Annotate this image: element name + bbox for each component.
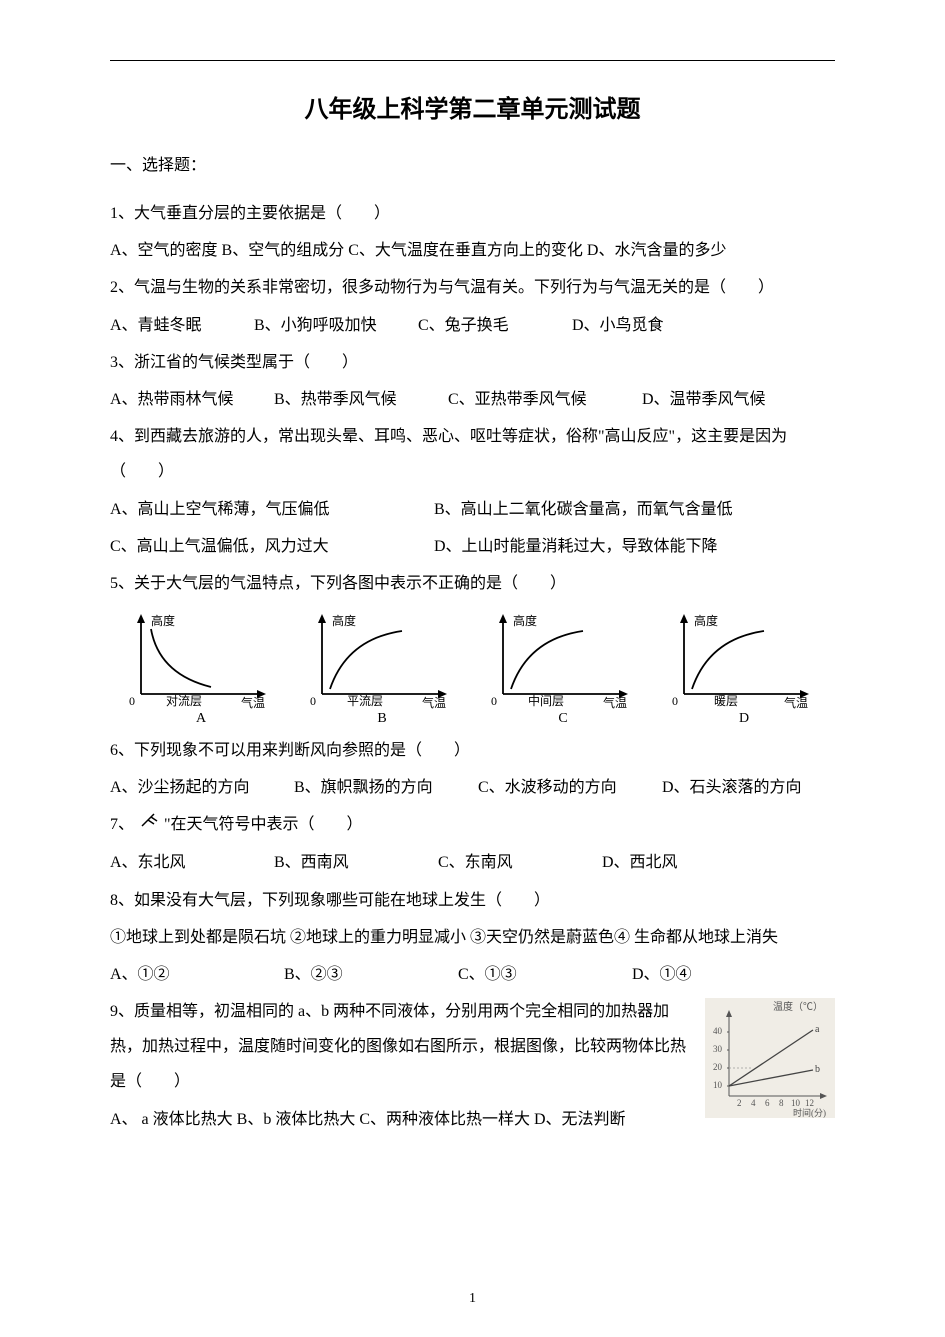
q9-chart: 温度（℃） 10 20 30 40 2 4 6 8 10 12 时间(分) a … xyxy=(705,998,835,1123)
q2-d: D、小鸟觅食 xyxy=(572,308,664,343)
q9-ylabel: 温度（℃） xyxy=(773,1000,823,1013)
q4-a: A、高山上空气稀薄，气压偏低 xyxy=(110,492,430,527)
chart-c-label: C xyxy=(478,711,648,727)
q4-options-row1: A、高山上空气稀薄，气压偏低 B、高山上二氧化碳含量高，而氧气含量低 xyxy=(110,492,835,527)
chart-a-svg: 高度 气温 0 对流层 xyxy=(121,609,281,709)
chart-origin: 0 xyxy=(672,694,678,708)
q5-chart-c: 高度 气温 0 中间层 C xyxy=(478,609,648,727)
page-number: 1 xyxy=(469,1291,476,1307)
q6-b: B、旗帜飘扬的方向 xyxy=(294,770,474,805)
q3-c: C、亚热带季风气候 xyxy=(448,382,638,417)
q2-c: C、兔子换毛 xyxy=(418,308,568,343)
q9-xtick: 10 xyxy=(791,1098,801,1108)
page-title: 八年级上科学第二章单元测试题 xyxy=(110,89,835,124)
q7-text: 7、 "在天气符号中表示（ ） xyxy=(110,807,835,843)
chart-xlabel: 气温 xyxy=(422,695,446,709)
q8-a: A、①② xyxy=(110,957,280,992)
q6-text: 6、下列现象不可以用来判断风向参照的是（ ） xyxy=(110,733,835,768)
chart-d-layer: 暖层 xyxy=(714,694,738,708)
q8-text: 8、如果没有大气层，下列现象哪些可能在地球上发生（ ） xyxy=(110,883,835,918)
q1-text: 1、大气垂直分层的主要依据是（ ） xyxy=(110,196,835,231)
q8-b: B、②③ xyxy=(284,957,454,992)
q3-d: D、温带季风气候 xyxy=(642,382,766,417)
q4-b: B、高山上二氧化碳含量高，而氧气含量低 xyxy=(434,492,733,527)
q4-c: C、高山上气温偏低，风力过大 xyxy=(110,529,430,564)
q9-xtick: 6 xyxy=(765,1098,770,1108)
chart-ylabel: 高度 xyxy=(513,613,537,628)
chart-origin: 0 xyxy=(491,694,497,708)
chart-xlabel: 气温 xyxy=(241,695,265,709)
q9-xtick: 8 xyxy=(779,1098,784,1108)
chart-a-layer: 对流层 xyxy=(166,694,202,708)
q9-ytick: 20 xyxy=(713,1062,723,1072)
q3-text: 3、浙江省的气候类型属于（ ） xyxy=(110,345,835,380)
chart-b-svg: 高度 气温 0 平流层 xyxy=(302,609,462,709)
q4-options-row2: C、高山上气温偏低，风力过大 D、上山时能量消耗过大，导致体能下降 xyxy=(110,529,835,564)
chart-ylabel: 高度 xyxy=(694,613,718,628)
q7-c: C、东南风 xyxy=(438,845,598,880)
q6-c: C、水波移动的方向 xyxy=(478,770,658,805)
q7-a: A、东北风 xyxy=(110,845,270,880)
q7-b: B、西南风 xyxy=(274,845,434,880)
q8-line2: ①地球上到处都是陨石坑 ②地球上的重力明显减小 ③天空仍然是蔚蓝色④ 生命都从地… xyxy=(110,920,835,955)
chart-d-svg: 高度 气温 0 暖层 xyxy=(664,609,824,709)
q9-series-a: a xyxy=(815,1024,820,1035)
q1-options: A、空气的密度 B、空气的组成分 C、大气温度在垂直方向上的变化 D、水汽含量的… xyxy=(110,233,835,268)
top-rule xyxy=(110,60,835,61)
q8-c: C、①③ xyxy=(458,957,628,992)
q7-post: "在天气符号中表示（ ） xyxy=(164,816,363,833)
q8-d: D、①④ xyxy=(632,957,692,992)
chart-c-svg: 高度 气温 0 中间层 xyxy=(483,609,643,709)
chart-b-layer: 平流层 xyxy=(347,694,383,708)
q9-xtick: 4 xyxy=(751,1098,756,1108)
section-header: 一、选择题： xyxy=(110,150,835,182)
chart-xlabel: 气温 xyxy=(603,695,627,709)
q7-d: D、西北风 xyxy=(602,845,678,880)
chart-origin: 0 xyxy=(129,694,135,708)
q3-a: A、热带雨林气候 xyxy=(110,382,270,417)
q9-xtick: 2 xyxy=(737,1098,742,1108)
q5-text: 5、关于大气层的气温特点，下列各图中表示不正确的是（ ） xyxy=(110,566,835,601)
chart-origin: 0 xyxy=(310,694,316,708)
q5-chart-d: 高度 气温 0 暖层 D xyxy=(659,609,829,727)
q9-ytick: 10 xyxy=(713,1080,723,1090)
q7-options: A、东北风 B、西南风 C、东南风 D、西北风 xyxy=(110,845,835,880)
q2-a: A、青蛙冬眠 xyxy=(110,308,250,343)
q9-xlabel: 时间(分) xyxy=(793,1107,826,1118)
q2-b: B、小狗呼吸加快 xyxy=(254,308,414,343)
wind-symbol-icon xyxy=(138,808,160,843)
q9-ytick: 30 xyxy=(713,1044,723,1054)
q8-options: A、①② B、②③ C、①③ D、①④ xyxy=(110,957,835,992)
q2-text: 2、气温与生物的关系非常密切，很多动物行为与气温有关。下列行为与气温无关的是（ … xyxy=(110,270,835,305)
q2-options: A、青蛙冬眠 B、小狗呼吸加快 C、兔子换毛 D、小鸟觅食 xyxy=(110,308,835,343)
chart-xlabel: 气温 xyxy=(784,695,808,709)
q6-a: A、沙尘扬起的方向 xyxy=(110,770,290,805)
chart-ylabel: 高度 xyxy=(332,613,356,628)
chart-d-label: D xyxy=(659,711,829,727)
chart-a-label: A xyxy=(116,711,286,727)
q9-ytick: 40 xyxy=(713,1026,723,1036)
chart-b-label: B xyxy=(297,711,467,727)
chart-c-layer: 中间层 xyxy=(528,693,564,708)
q4-d: D、上山时能量消耗过大，导致体能下降 xyxy=(434,529,718,564)
q3-options: A、热带雨林气候 B、热带季风气候 C、亚热带季风气候 D、温带季风气候 xyxy=(110,382,835,417)
q3-b: B、热带季风气候 xyxy=(274,382,444,417)
q4-text: 4、到西藏去旅游的人，常出现头晕、耳鸣、恶心、呕吐等症状，俗称"高山反应"，这主… xyxy=(110,419,835,489)
q9-xtick: 12 xyxy=(805,1098,814,1108)
q5-chart-b: 高度 气温 0 平流层 B xyxy=(297,609,467,727)
q7-pre: 7、 xyxy=(110,816,134,833)
q6-d: D、石头滚落的方向 xyxy=(662,770,802,805)
q9-series-b: b xyxy=(815,1064,820,1075)
q6-options: A、沙尘扬起的方向 B、旗帜飘扬的方向 C、水波移动的方向 D、石头滚落的方向 xyxy=(110,770,835,805)
q5-chart-a: 高度 气温 0 对流层 A xyxy=(116,609,286,727)
chart-ylabel: 高度 xyxy=(151,613,175,628)
q5-charts-row: 高度 气温 0 对流层 A 高度 气温 0 平流层 B 高度 xyxy=(110,609,835,727)
